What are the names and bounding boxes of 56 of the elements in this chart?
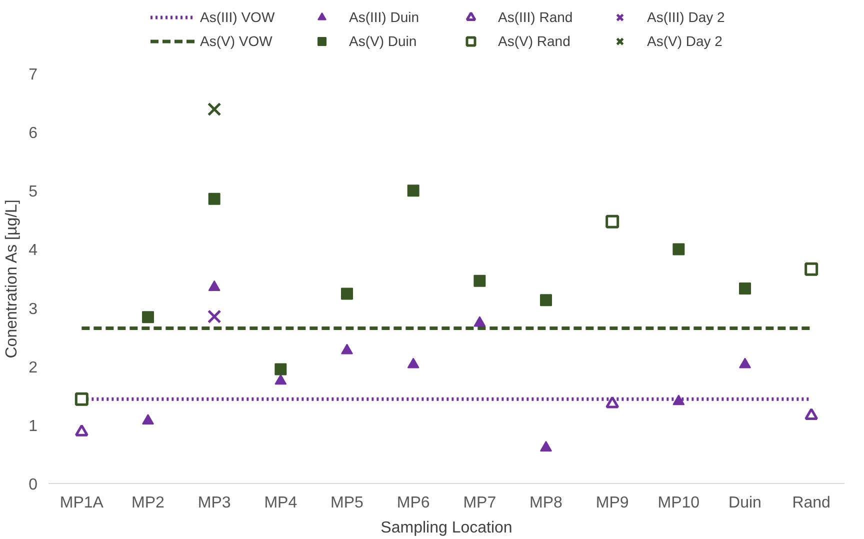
y-tick-label: 7 — [28, 66, 38, 84]
y-tick-label: 6 — [28, 125, 38, 142]
x-tick-label: MP1A — [60, 494, 104, 512]
point — [207, 102, 222, 116]
point — [74, 424, 88, 436]
x-tick-label: MP4 — [264, 494, 298, 512]
point — [142, 311, 154, 324]
point — [207, 310, 222, 324]
point — [540, 440, 552, 452]
x-tick-label: MP8 — [530, 494, 563, 512]
x-tick-label: MP3 — [198, 494, 231, 512]
point — [74, 392, 88, 406]
x-tick-label: MP10 — [658, 494, 700, 512]
point — [672, 243, 685, 256]
point — [739, 358, 751, 368]
x-tick-label: MP7 — [463, 494, 496, 512]
legend-label: As(III) Day 2 — [647, 9, 726, 25]
y-tick-label: 3 — [28, 300, 38, 318]
point — [341, 288, 353, 300]
legend-label: As(III) VOW — [200, 9, 276, 25]
legend-label: As(V) Rand — [498, 33, 572, 49]
point — [208, 192, 220, 205]
legend-label: As(III) Duin — [349, 9, 420, 25]
y-tick-label: 4 — [28, 242, 38, 260]
point — [208, 280, 220, 291]
point — [341, 344, 353, 354]
point — [474, 316, 486, 327]
point — [474, 274, 486, 287]
legend-label: As(V) VOW — [200, 33, 274, 49]
x-tick-label: MP9 — [596, 494, 629, 512]
point — [407, 358, 420, 368]
y-tick-label: 0 — [28, 476, 38, 494]
point — [540, 294, 552, 306]
x-tick-label: Rand — [792, 494, 830, 512]
point — [804, 408, 818, 420]
point — [142, 414, 154, 425]
legend-label: As(V) Day 2 — [647, 33, 724, 49]
x-tick-label: MP2 — [132, 494, 165, 512]
y-axis-title: Conentration As [µg/L] — [4, 200, 21, 358]
legend-label: As(V) Duin — [349, 33, 418, 49]
point — [672, 394, 685, 406]
point — [739, 282, 751, 294]
x-tick-label: MP5 — [330, 494, 364, 512]
x-axis-title: Sampling Location — [380, 520, 512, 536]
point — [274, 374, 287, 385]
x-tick-label: MP6 — [396, 494, 430, 512]
y-tick-label: 1 — [28, 418, 38, 435]
point — [606, 396, 620, 408]
point — [804, 262, 818, 276]
y-tick-label: 2 — [28, 359, 38, 376]
legend-label: As(III) Rand — [498, 9, 574, 25]
point — [407, 184, 420, 197]
point — [274, 363, 287, 376]
x-tick-label: Duin — [728, 494, 762, 512]
y-tick-label: 5 — [28, 184, 38, 201]
point — [606, 214, 620, 228]
